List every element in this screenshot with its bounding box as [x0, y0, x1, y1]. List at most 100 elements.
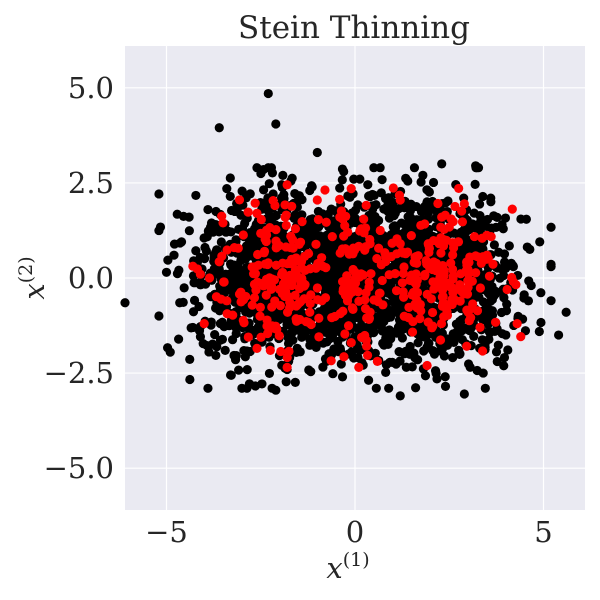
thinned-point [286, 231, 296, 241]
thinned-point [286, 259, 296, 269]
sample-point [561, 307, 571, 317]
thinned-point [447, 264, 458, 275]
sample-point [259, 185, 269, 195]
thinned-point [354, 362, 364, 372]
sample-point [332, 257, 342, 267]
thinned-point [364, 314, 374, 324]
thinned-point [305, 307, 315, 317]
y-tick-label: 0.0 [68, 261, 114, 295]
sample-point [482, 214, 493, 225]
thinned-point [375, 288, 385, 298]
thinned-point [335, 194, 345, 204]
thinned-point [395, 195, 405, 205]
sample-point [306, 367, 316, 377]
sample-point [486, 193, 496, 203]
sample-point [420, 371, 431, 381]
thinned-point [361, 288, 371, 298]
thinned-point [463, 265, 473, 275]
sample-point [155, 222, 166, 232]
sample-point [303, 235, 313, 245]
sample-point [308, 223, 318, 234]
sample-point [283, 338, 294, 349]
thinned-point [255, 311, 265, 321]
sample-point [349, 174, 359, 184]
sample-point [290, 377, 300, 388]
y-axis-label: x(2) [15, 256, 51, 299]
thinned-point [464, 316, 474, 326]
sample-point [424, 338, 434, 349]
thinned-point [295, 237, 306, 247]
thinned-point [262, 315, 272, 325]
thinned-point [341, 211, 351, 221]
sample-point [465, 326, 475, 336]
sample-point [236, 250, 246, 260]
thinned-point [243, 207, 253, 217]
thinned-point [243, 332, 253, 342]
sample-point [178, 297, 188, 307]
thinned-point [445, 282, 455, 292]
sample-point [369, 163, 379, 173]
sample-point [546, 261, 556, 272]
thinned-point [361, 335, 371, 345]
thinned-point [268, 196, 278, 206]
sample-point [268, 189, 278, 199]
thinned-point [259, 246, 270, 256]
sample-point [376, 188, 386, 198]
sample-point [210, 224, 220, 234]
sample-point [195, 280, 206, 290]
thinned-point [426, 294, 436, 304]
sample-point [455, 349, 465, 359]
thinned-point [464, 257, 474, 267]
thinned-point [321, 263, 331, 273]
sample-point [480, 383, 490, 393]
sample-point [154, 189, 164, 199]
thinned-point [428, 235, 439, 246]
thinned-point [437, 235, 447, 245]
thinned-point [290, 269, 300, 279]
sample-point [341, 262, 351, 273]
sample-point [535, 237, 545, 247]
sample-point [534, 326, 544, 337]
sample-point [179, 283, 189, 293]
sample-point [322, 337, 332, 347]
thinned-point [252, 343, 262, 353]
thinned-point [291, 316, 302, 326]
thinned-point [265, 223, 275, 233]
thinned-point [422, 360, 432, 371]
sample-point [264, 368, 275, 379]
sample-point [503, 345, 513, 355]
sample-point [523, 296, 534, 306]
sample-point [488, 286, 499, 296]
thinned-point [284, 346, 294, 356]
sample-point [172, 269, 183, 279]
sample-point [504, 241, 514, 251]
thinned-point [459, 199, 469, 209]
thinned-point [457, 217, 468, 227]
sample-point [339, 166, 349, 177]
sample-point [176, 237, 187, 247]
thinned-point [195, 269, 206, 279]
sample-point [493, 340, 503, 350]
sample-point [220, 345, 230, 356]
thinned-point [271, 260, 281, 270]
sample-point [536, 317, 546, 328]
thinned-point [260, 234, 270, 244]
sample-point [214, 123, 224, 133]
sample-point [362, 255, 372, 266]
sample-point [426, 301, 436, 311]
y-tick-label: −2.5 [44, 356, 114, 390]
thinned-point [280, 274, 291, 284]
thinned-point [199, 319, 209, 329]
thinned-point [397, 278, 408, 288]
thinned-point [424, 247, 434, 258]
thinned-point [250, 269, 260, 279]
sample-point [165, 347, 175, 357]
sample-point [154, 311, 164, 321]
sample-point [325, 304, 335, 314]
sample-point [174, 334, 184, 344]
sample-point [237, 186, 247, 196]
sample-point [305, 215, 315, 225]
thinned-point [388, 183, 398, 193]
thinned-point [314, 313, 324, 323]
sample-point [501, 330, 511, 340]
